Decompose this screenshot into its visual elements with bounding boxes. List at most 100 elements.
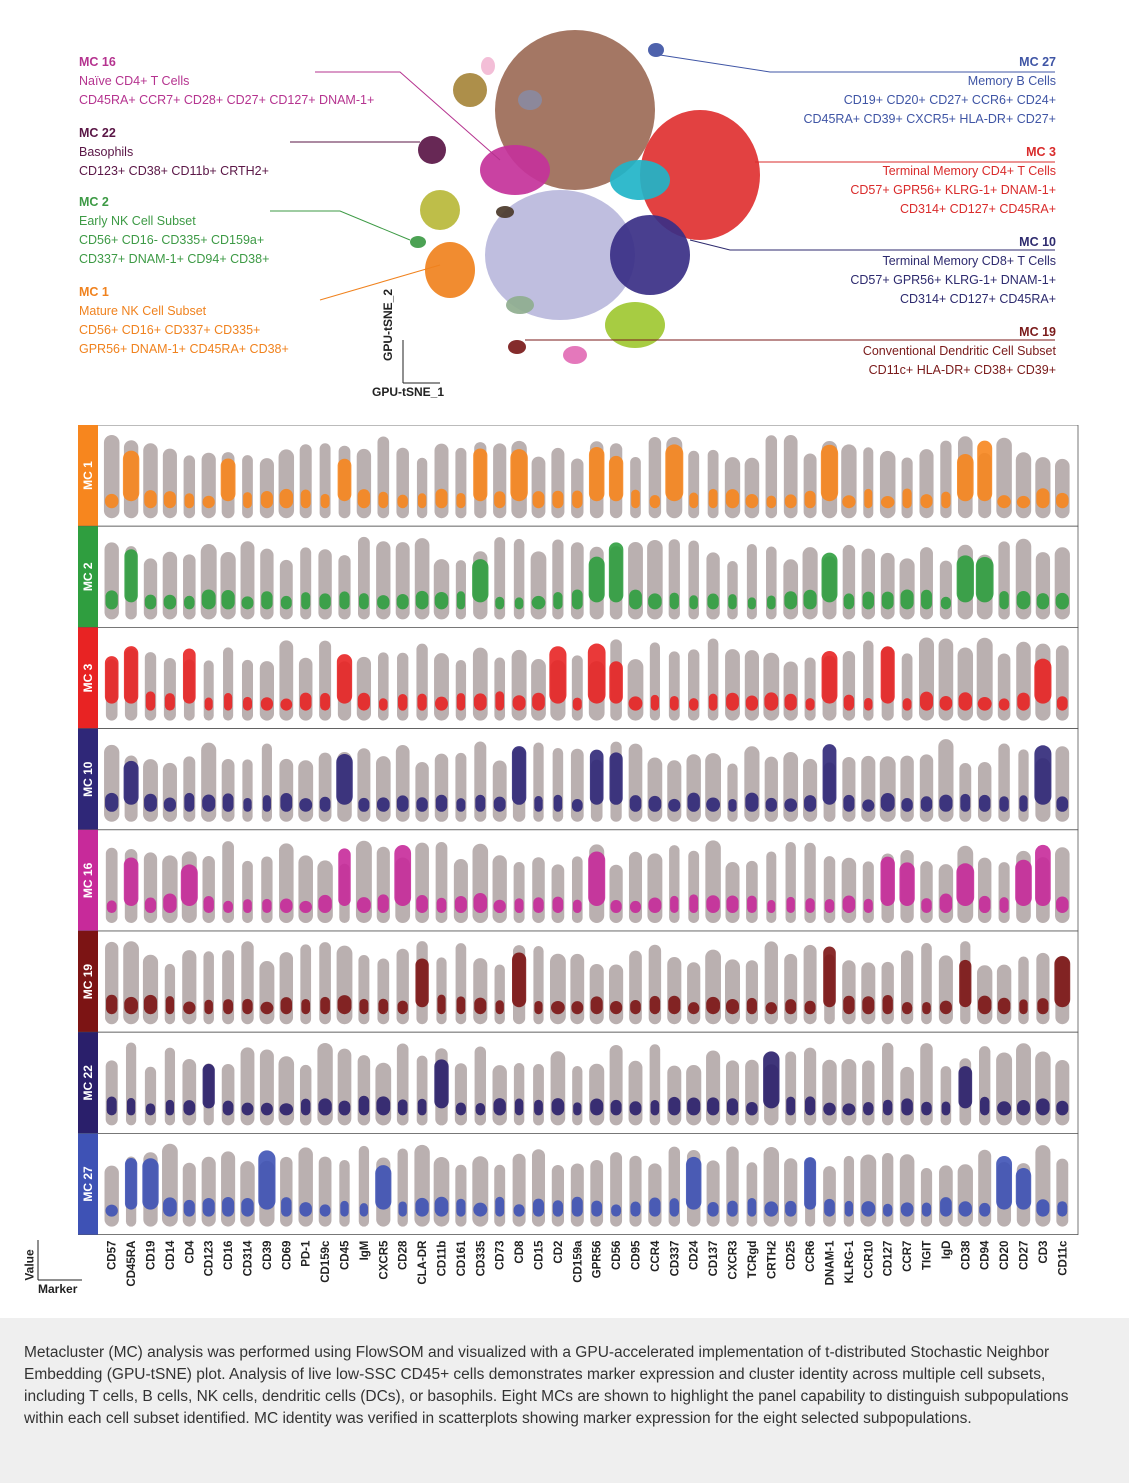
cluster-expression bbox=[220, 458, 236, 502]
marker-tick-label: CD25 bbox=[786, 1240, 798, 1270]
cluster-expression bbox=[1055, 592, 1069, 610]
cluster-expression bbox=[728, 594, 737, 610]
cluster-expression bbox=[163, 491, 176, 509]
cluster-expression bbox=[456, 693, 466, 711]
cluster-expression bbox=[336, 654, 353, 704]
cluster-expression bbox=[843, 593, 855, 610]
cluster-expression bbox=[184, 493, 195, 509]
cluster-expression bbox=[122, 450, 140, 502]
cluster-expression bbox=[145, 691, 156, 711]
cluster-expression bbox=[242, 696, 253, 711]
cluster-expression bbox=[941, 1101, 951, 1116]
cluster-strip bbox=[78, 829, 98, 931]
cluster-expression bbox=[745, 792, 759, 812]
cluster-expression bbox=[299, 798, 313, 812]
cluster-expression bbox=[163, 594, 177, 610]
cluster-expression bbox=[880, 496, 895, 509]
marker-tick-label: CCR10 bbox=[863, 1241, 875, 1279]
cluster-expression bbox=[902, 488, 912, 509]
cluster-expression bbox=[689, 492, 699, 509]
marker-tick-label: CD14 bbox=[165, 1240, 177, 1270]
cluster-row-mc2: MC 2 bbox=[78, 525, 1079, 628]
cluster-expression bbox=[629, 1101, 642, 1116]
cluster-expression bbox=[958, 1066, 973, 1109]
cluster-expression bbox=[669, 696, 679, 711]
cluster-expression bbox=[164, 693, 175, 711]
cluster-expression bbox=[144, 897, 157, 913]
annotation-title: MC 19 bbox=[1019, 325, 1056, 339]
cluster-expression bbox=[1057, 1201, 1068, 1217]
cluster-expression bbox=[552, 896, 564, 913]
cluster-expression bbox=[144, 490, 157, 509]
cluster-expression bbox=[532, 491, 545, 509]
cluster-expression bbox=[1036, 1098, 1050, 1116]
cluster-expression bbox=[1036, 1199, 1050, 1217]
cluster-expression bbox=[588, 851, 606, 906]
cluster-expression bbox=[880, 856, 895, 906]
cluster-expression bbox=[184, 595, 195, 610]
cluster-strip bbox=[78, 728, 98, 830]
cluster-expression bbox=[746, 1101, 758, 1116]
cluster-expression bbox=[726, 1098, 739, 1116]
cluster-expression bbox=[1054, 956, 1071, 1008]
cluster-expression bbox=[843, 694, 855, 711]
annotation-line: CD56+ CD16- CD335+ CD159a+ bbox=[79, 233, 265, 247]
annotation-line: Terminal Memory CD8+ T Cells bbox=[882, 254, 1056, 268]
marker-tick-label: CD335 bbox=[475, 1240, 487, 1276]
cluster-expression bbox=[398, 693, 408, 711]
cluster-expression bbox=[300, 1098, 311, 1116]
cluster-expression bbox=[940, 596, 951, 610]
cluster-expression bbox=[707, 1097, 720, 1116]
cluster-expression bbox=[1015, 1167, 1032, 1210]
leader-line-mc27 bbox=[659, 54, 1055, 73]
cluster-expression bbox=[182, 648, 196, 704]
cluster-label: MC 1 bbox=[81, 461, 95, 490]
cluster-expression bbox=[551, 1098, 565, 1116]
cluster-expression bbox=[435, 696, 448, 711]
cluster-expression bbox=[494, 491, 506, 509]
annotation-line: CD11c+ HLA-DR+ CD38+ CD39+ bbox=[868, 363, 1056, 377]
cluster-expression bbox=[823, 1102, 836, 1116]
marker-tick-label: CD45 bbox=[340, 1240, 352, 1270]
cluster-expression bbox=[669, 1198, 680, 1217]
cluster-expression bbox=[377, 894, 389, 913]
cluster-expression bbox=[436, 897, 447, 913]
marker-tick-label: CD11b bbox=[437, 1241, 449, 1277]
cluster-expression bbox=[473, 693, 487, 711]
tsne-cluster-tan bbox=[453, 73, 487, 107]
cluster-expression bbox=[999, 897, 1009, 913]
cluster-expression bbox=[183, 1100, 196, 1116]
cluster-expression bbox=[571, 1196, 583, 1217]
tsne-cluster-mc22 bbox=[418, 136, 446, 164]
cluster-expression bbox=[319, 796, 331, 812]
annotation-line: CD337+ DNAM-1+ CD94+ CD38+ bbox=[79, 252, 270, 266]
cluster-label: MC 2 bbox=[81, 562, 95, 591]
cluster-expression bbox=[843, 995, 855, 1015]
tsne-cluster-lime bbox=[605, 302, 665, 348]
cluster-expression bbox=[553, 592, 563, 610]
cluster-expression bbox=[495, 691, 505, 711]
cluster-expression bbox=[534, 1099, 543, 1116]
marker-tick-label: TIGIT bbox=[922, 1241, 934, 1270]
cluster-row-mc3: MC 3 bbox=[78, 626, 1079, 729]
cluster-expression bbox=[687, 1097, 701, 1116]
cluster-expression bbox=[417, 1098, 427, 1116]
cluster-expression bbox=[745, 695, 759, 711]
cluster-expression bbox=[415, 590, 429, 610]
cluster-expression bbox=[726, 692, 739, 711]
figure-caption: Metacluster (MC) analysis was performed … bbox=[0, 1318, 1129, 1483]
cluster-expression bbox=[685, 1156, 702, 1210]
cluster-expression bbox=[629, 795, 642, 812]
cluster-expression bbox=[549, 646, 567, 704]
annotation-title: MC 16 bbox=[79, 55, 116, 69]
cluster-expression bbox=[628, 696, 643, 711]
cluster-expression bbox=[493, 1098, 506, 1116]
marker-tick-label: CD28 bbox=[398, 1240, 410, 1270]
cluster-expression bbox=[456, 996, 466, 1015]
cluster-expression bbox=[939, 893, 953, 913]
cluster-expression bbox=[396, 795, 409, 812]
cluster-expression bbox=[493, 796, 506, 812]
cluster-expression bbox=[939, 696, 953, 711]
cluster-expression bbox=[997, 1101, 1012, 1116]
cluster-expression bbox=[784, 798, 798, 812]
